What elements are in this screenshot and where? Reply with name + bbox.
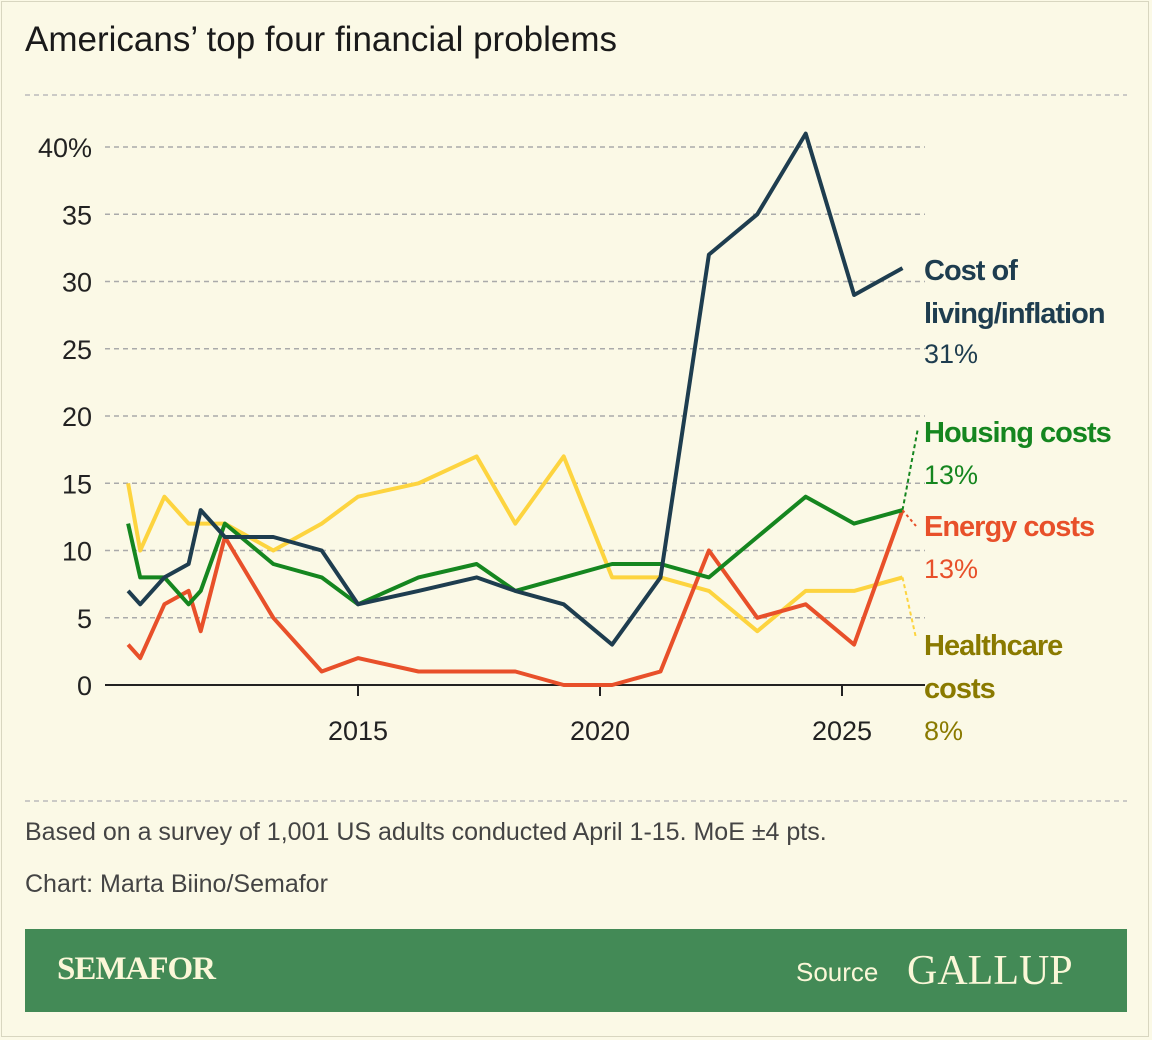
series-line-0: [126, 131, 904, 647]
chart-note: Based on a survey of 1,001 US adults con…: [25, 818, 827, 846]
energy-connector: [901, 509, 917, 527]
gallup-logo: GALLUP: [907, 948, 1073, 994]
footer-bar: SEMAFOR Source GALLUP: [25, 929, 1127, 1012]
y-tick-label: 0: [77, 671, 92, 701]
source-label: Source: [796, 957, 879, 987]
y-tick-label: 10: [62, 537, 92, 567]
chart-title: Americans’ top four financial problems: [25, 20, 618, 59]
y-tick-label: 20: [62, 402, 92, 432]
series-value-cost-of-living: 31%: [924, 339, 978, 369]
y-tick-label: 30: [62, 268, 92, 298]
housing-connector: [901, 427, 919, 511]
series-line-1: [126, 494, 904, 607]
series-label-energy: Energy costs: [924, 511, 1094, 543]
x-tick-label: 2025: [812, 716, 872, 746]
y-tick-label: 25: [62, 335, 92, 365]
series-label-healthcare: Healthcare costs: [924, 630, 1063, 705]
series-value-housing: 13%: [924, 460, 978, 490]
series-label-cost-of-living: Cost of living/inflation: [924, 255, 1105, 330]
y-tick-label: 35: [62, 200, 92, 230]
y-tick-label: 15: [62, 469, 92, 499]
y-tick-label: 40%: [38, 133, 92, 163]
chart-credit: Chart: Marta Biino/Semafor: [25, 870, 328, 898]
healthcare-connector: [901, 577, 917, 639]
y-tick-label: 5: [77, 604, 92, 634]
series-value-healthcare: 8%: [924, 716, 963, 746]
series-line-2: [126, 509, 905, 687]
x-tick-label: 2020: [570, 716, 630, 746]
series-label-housing: Housing costs: [924, 417, 1111, 449]
series-line-3: [126, 454, 904, 634]
semafor-logo: SEMAFOR: [57, 951, 216, 987]
series-value-energy: 13%: [924, 554, 978, 584]
x-tick-label: 2015: [328, 716, 388, 746]
